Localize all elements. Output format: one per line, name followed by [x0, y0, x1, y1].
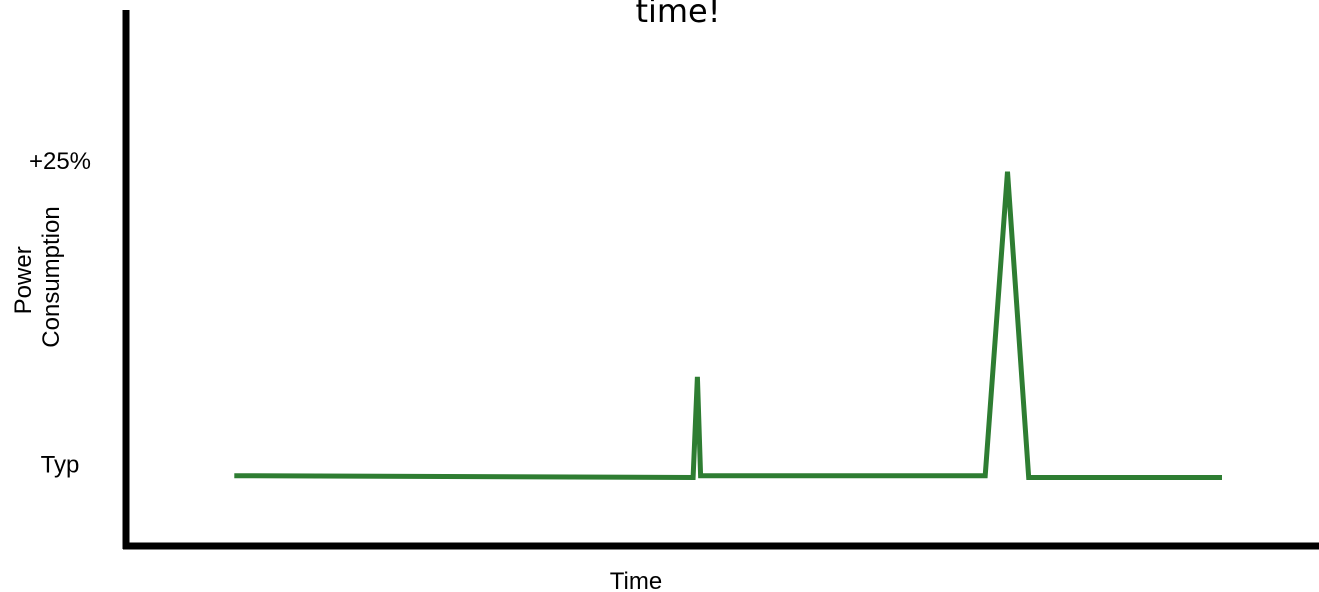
x-axis-label: Time — [610, 568, 662, 592]
series-group — [234, 171, 1222, 481]
series-line — [234, 171, 1222, 481]
y-tick-labels: Typ +25% — [29, 148, 91, 478]
y-axis-label-line-2: Consumption — [38, 206, 65, 347]
y-axis-label: Power Consumption — [10, 206, 65, 347]
y-tick-label: +25% — [29, 148, 91, 175]
y-axis-label-line-1: Power — [10, 246, 37, 314]
y-tick-label: Typ — [41, 451, 80, 478]
chart-title: time! — [635, 0, 720, 30]
